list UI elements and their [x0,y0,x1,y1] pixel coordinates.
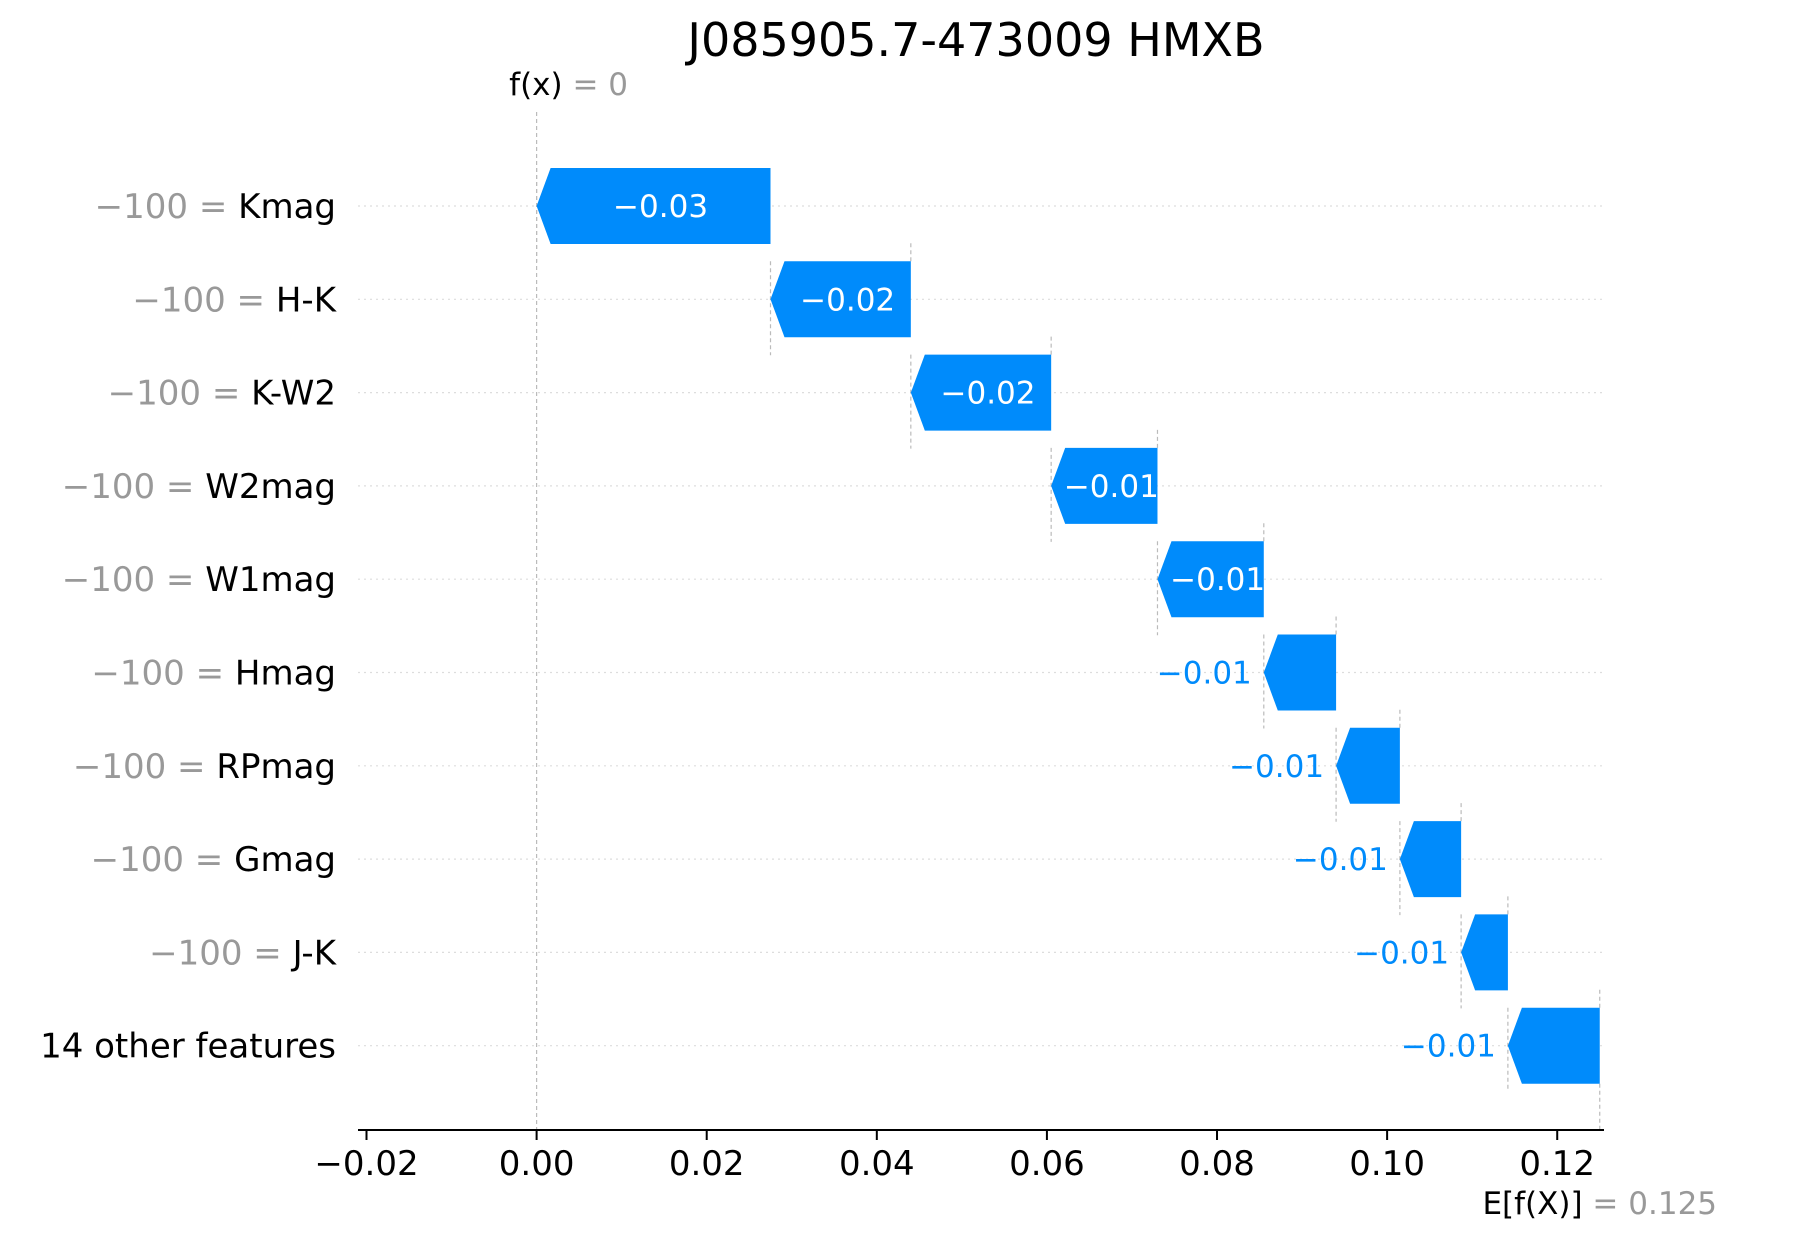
fx-equals: = [563,67,609,103]
feature-value: −100 = [91,654,235,694]
x-tick-label: 0.12 [1519,1144,1595,1184]
connector-lines [536,112,1601,1130]
bar-rpmag [1336,727,1400,804]
bar-hmag [1263,634,1337,711]
feature-label: −100 = J-K [149,933,338,973]
feature-value: −100 = [132,280,276,320]
feature-value: −100 = [149,933,293,973]
feature-name: J-K [291,933,338,973]
feature-label: −100 = W2mag [62,467,336,507]
feature-value: −100 = [108,374,252,414]
feature-name: W2mag [205,467,336,507]
x-tick-label: 0.02 [669,1144,745,1184]
feature-name: H-K [276,280,338,320]
bar-w2mag [1051,447,1158,524]
feature-label: −100 = K-W2 [108,374,336,414]
fx-label: f(x) [509,67,562,103]
bar-h-k [770,261,911,338]
feature-name: Gmag [234,840,336,880]
bar-value-label: −0.02 [800,282,895,318]
x-tick-label: 0.10 [1349,1144,1425,1184]
x-axis: −0.02 0.00 0.02 0.04 0.06 0.08 0.10 0.12 [314,1129,1604,1184]
bar-k-w2 [910,354,1052,431]
x-tick-label: 0.00 [499,1144,575,1184]
bar-kmag [536,168,771,244]
ex-label: E[f(X)] [1482,1186,1582,1222]
bar-value-label: −0.01 [1157,656,1252,692]
bar-value-label: −0.02 [941,376,1036,412]
bar-value-label: −0.01 [1354,935,1449,971]
x-tick-label: 0.08 [1179,1144,1255,1184]
feature-label: −100 = Hmag [91,654,336,694]
feature-label: −100 = H-K [132,280,337,320]
svg-text:E[f(X)] = 0.125: E[f(X)] = 0.125 [1482,1186,1717,1222]
row-gridlines [358,205,1604,1047]
feature-value: −100 = [73,747,217,787]
x-tick-label: 0.04 [839,1144,915,1184]
chart-title: J085905.7-473009 HMXB [684,13,1264,67]
feature-label: −100 = Kmag [95,187,336,227]
feature-name: 14 other features [40,1027,336,1067]
ex-value: 0.125 [1628,1186,1717,1222]
ex-equals: = [1583,1186,1629,1222]
svg-text:f(x) = 0: f(x) = 0 [509,67,628,103]
fx-annotation: f(x) = 0 [509,67,628,103]
bar-value-label: −0.01 [1293,842,1388,878]
x-tick-label: 0.06 [1009,1144,1085,1184]
bar-value-label: −0.01 [1064,469,1159,505]
bar-14-other-features [1507,1007,1600,1084]
feature-name: Hmag [235,654,336,694]
bar-j-k [1461,914,1508,991]
feature-label: −100 = Gmag [91,840,336,880]
bars: −0.03 −0.02 −0.02 −0.01 −0.01 −0.01 −0.01 −0.01… [536,168,1600,1084]
feature-label: 14 other features [40,1027,336,1067]
expected-value-annotation: E[f(X)] = 0.125 [1482,1186,1717,1222]
bar-gmag [1399,821,1462,898]
x-tick-label: −0.02 [314,1144,418,1184]
bar-value-label: −0.01 [1229,749,1324,785]
feature-name: Kmag [238,187,336,227]
feature-value: −100 = [91,840,235,880]
bar-value-label: −0.01 [1170,562,1265,598]
feature-value: −100 = [62,560,206,600]
bar-value-label: −0.01 [1401,1029,1496,1065]
feature-labels: −100 = Kmag−100 = H-K−100 = K-W2−100 = W… [40,187,338,1067]
feature-name: RPmag [216,747,336,787]
bar-value-label: −0.03 [613,189,708,225]
feature-value: −100 = [95,187,239,227]
feature-value: −100 = [62,467,206,507]
feature-name: K-W2 [251,374,336,414]
fx-value: 0 [608,67,628,103]
feature-label: −100 = RPmag [73,747,336,787]
feature-label: −100 = W1mag [62,560,336,600]
feature-name: W1mag [205,560,336,600]
bar-w1mag [1157,541,1264,618]
